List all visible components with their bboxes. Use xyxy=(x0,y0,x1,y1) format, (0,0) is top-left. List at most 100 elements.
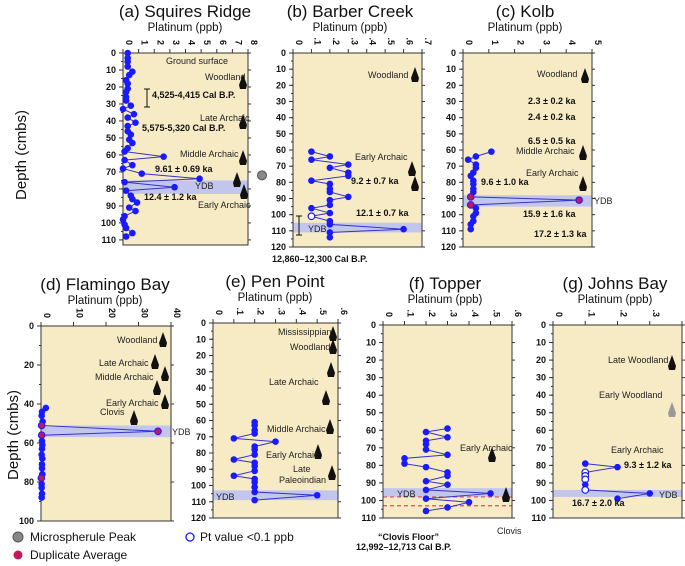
annotation: Early Woodland xyxy=(599,390,662,400)
annotation: Clovis xyxy=(100,407,125,417)
data-point xyxy=(124,49,131,57)
duplicate-average-point xyxy=(37,474,46,482)
y-tick-label: 20 xyxy=(106,82,116,92)
annotation: 9.3 ± 1.2 ka xyxy=(624,460,672,470)
annotation: YDB xyxy=(216,492,235,502)
data-point xyxy=(251,467,258,475)
annotation: 2.3 ± 0.2 ka xyxy=(528,96,576,106)
data-point xyxy=(472,204,480,212)
annotation: Early Archaic xyxy=(611,445,664,455)
data-point xyxy=(444,451,451,459)
y-tick-label: 0 xyxy=(371,320,376,330)
data-point xyxy=(230,435,238,442)
x-tick-label: 30 xyxy=(140,308,150,318)
y-tick-label: 40 xyxy=(366,390,376,400)
x-tick-label: .5 xyxy=(492,309,502,317)
data-point xyxy=(422,428,430,436)
annotation: YDB xyxy=(397,489,416,499)
data-point xyxy=(121,148,128,155)
annotation: YDB xyxy=(594,196,613,206)
data-point xyxy=(38,494,45,501)
data-point xyxy=(119,165,127,172)
annotation: Middle Archaic xyxy=(180,149,239,159)
data-point xyxy=(614,463,621,471)
y-tick-label: 20 xyxy=(24,360,34,370)
projectile-point-icon xyxy=(159,332,167,347)
x-tick-label: 10 xyxy=(75,308,85,318)
y-tick-label: 40 xyxy=(276,113,286,123)
plot-background xyxy=(123,53,248,245)
data-point xyxy=(344,172,352,180)
data-point xyxy=(196,175,203,183)
y-tick-label: 10 xyxy=(276,64,286,74)
annotation: YDB xyxy=(172,427,191,437)
projectile-point-icon xyxy=(411,176,419,191)
x-axis-label: Platinum (ppb) xyxy=(68,295,143,307)
x-tick-label: .2 xyxy=(619,309,629,317)
data-point xyxy=(422,463,430,471)
y-tick-label: 100 xyxy=(271,210,286,220)
data-point xyxy=(614,495,621,503)
data-point xyxy=(272,438,279,445)
duplicate-average-point xyxy=(37,421,46,430)
data-point xyxy=(326,188,334,196)
annotation: 4,525-4,415 Cal B.P. xyxy=(152,90,235,100)
y-tick-label: 0 xyxy=(281,48,286,58)
y-tick-label: 10 xyxy=(196,334,206,344)
data-point xyxy=(122,224,130,232)
annotation: 2.4 ± 0.2 ka xyxy=(528,112,576,122)
x-axis-label: Platinum (ppb) xyxy=(238,292,313,304)
data-point xyxy=(124,63,131,70)
data-point xyxy=(251,478,258,486)
x-tick-label: .6 xyxy=(513,309,523,317)
duplicate-average-point xyxy=(154,427,162,436)
data-point xyxy=(124,58,131,65)
x-tick-label: 0 xyxy=(42,313,52,318)
legend-duplicate: Duplicate Average xyxy=(30,548,128,562)
data-point xyxy=(122,97,130,104)
data-point xyxy=(344,193,352,201)
data-point xyxy=(444,481,451,488)
panel-title: (g) Johns Bay xyxy=(563,274,668,293)
data-point xyxy=(467,172,475,180)
x-axis-label: Platinum (ppb) xyxy=(408,294,483,306)
data-point xyxy=(326,153,334,160)
y-tick-label: 50 xyxy=(276,129,286,139)
x-tick-label: .1 xyxy=(586,309,596,317)
annotation: 6.5 ± 0.5 ka xyxy=(528,136,576,146)
data-point xyxy=(465,498,473,506)
data-point xyxy=(230,472,238,480)
y-tick-label: 60 xyxy=(24,438,34,448)
x-tick-label: 0 xyxy=(554,312,564,317)
data-point xyxy=(124,80,131,87)
data-point xyxy=(308,148,315,155)
x-tick-label: .4 xyxy=(470,309,480,317)
projectile-point-icon xyxy=(488,447,496,462)
x-tick-label: 7 xyxy=(233,40,243,45)
y-tick-label: 10 xyxy=(446,64,456,74)
x-axis-label: Platinum (ppb) xyxy=(313,22,388,34)
projectile-point-icon xyxy=(153,380,161,395)
annotation: Early Archaic xyxy=(460,443,513,453)
y-tick-label: 110 xyxy=(271,226,286,236)
data-point xyxy=(132,207,139,215)
annotation: Ground surface xyxy=(166,56,228,66)
x-tick-label: .5 xyxy=(386,37,396,45)
y-tick-label: 80 xyxy=(196,448,206,458)
plot-background xyxy=(213,323,338,518)
y-tick-label: 90 xyxy=(196,464,206,474)
open-point-legend-marker xyxy=(185,532,195,542)
data-point xyxy=(422,495,430,503)
x-tick-label: .3 xyxy=(651,309,661,317)
date-range-bracket xyxy=(144,88,150,108)
x-tick-label: .6 xyxy=(339,307,349,315)
x-tick-label: .1 xyxy=(235,307,245,315)
annotation: Woodland xyxy=(117,335,157,345)
annotation: 15.9 ± 1.6 ka xyxy=(523,209,576,219)
projectile-point-icon xyxy=(579,145,587,160)
projectile-point-icon xyxy=(151,354,159,369)
data-point xyxy=(138,170,146,177)
